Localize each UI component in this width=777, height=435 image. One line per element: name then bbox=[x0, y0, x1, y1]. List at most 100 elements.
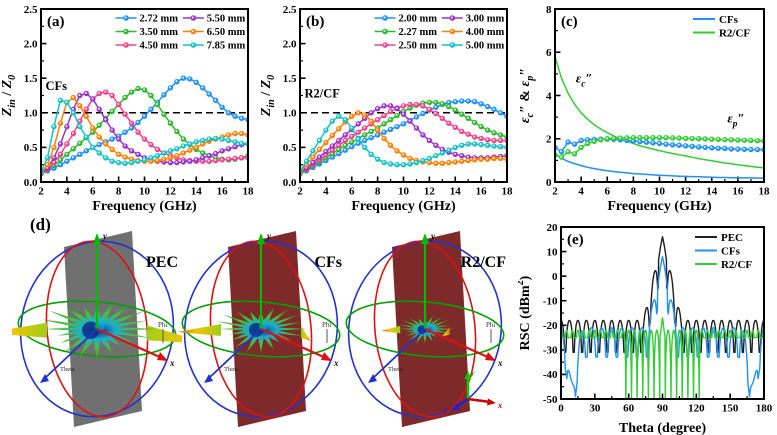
scene-svg-2: y x Phi Theta R2/CF y x z bbox=[345, 231, 507, 427]
x-tick-label: 10 bbox=[139, 186, 151, 198]
marker-gloss bbox=[162, 157, 165, 160]
marker-gloss bbox=[227, 133, 230, 136]
marker-gloss bbox=[389, 109, 392, 113]
marker-gloss bbox=[369, 129, 372, 133]
marker-gloss bbox=[97, 143, 100, 146]
marker-gloss bbox=[149, 93, 152, 97]
marker-gloss bbox=[402, 163, 405, 166]
legend-label: 7.85 mm bbox=[207, 41, 246, 52]
marker-gloss bbox=[104, 90, 107, 93]
marker-gloss bbox=[363, 138, 366, 142]
y-axis-arrowhead bbox=[421, 233, 429, 244]
y-axis-arrowhead bbox=[93, 233, 101, 244]
marker-gloss bbox=[240, 131, 243, 135]
triad-z-label: z bbox=[443, 405, 448, 415]
marker-gloss bbox=[376, 128, 379, 131]
y-axis-label: Zin / Z0 bbox=[259, 75, 277, 117]
marker-gloss bbox=[130, 161, 133, 164]
marker-gloss bbox=[130, 157, 133, 160]
marker-gloss bbox=[227, 147, 230, 150]
marker-gloss bbox=[71, 147, 75, 150]
marker-gloss bbox=[499, 145, 502, 148]
marker-gloss bbox=[651, 136, 654, 139]
x-tick-label: 60 bbox=[623, 403, 635, 415]
marker-gloss bbox=[168, 161, 172, 164]
marker-gloss bbox=[343, 143, 346, 146]
marker-gloss bbox=[207, 159, 210, 162]
marker-gloss bbox=[408, 102, 411, 106]
marker-gloss bbox=[697, 137, 700, 140]
marker-gloss bbox=[644, 136, 648, 139]
theta-axis-arrowhead bbox=[40, 374, 49, 383]
y-axis-label: εc″ & εp″ bbox=[518, 68, 536, 123]
legend-label: 4.50 mm bbox=[140, 41, 179, 52]
marker-gloss bbox=[91, 97, 94, 100]
legend-label: 2.50 mm bbox=[399, 41, 438, 52]
x-tick-label: 10 bbox=[654, 186, 666, 198]
mini-triad: y x z bbox=[443, 367, 503, 415]
marker-gloss bbox=[91, 145, 94, 148]
legend-marker-gloss bbox=[191, 16, 194, 19]
marker-gloss bbox=[710, 146, 713, 149]
marker-gloss bbox=[421, 101, 424, 104]
side-lobe-left bbox=[177, 324, 221, 336]
marker-gloss bbox=[71, 95, 75, 99]
marker-gloss bbox=[479, 102, 482, 105]
marker-gloss bbox=[175, 161, 178, 164]
panel-d-label: (d) bbox=[30, 215, 51, 234]
marker-gloss bbox=[486, 104, 489, 108]
marker-gloss bbox=[421, 133, 424, 136]
marker-gloss bbox=[97, 151, 100, 154]
marker-gloss bbox=[304, 159, 308, 162]
marker-gloss bbox=[155, 147, 159, 151]
panel-b-svg: 2 4 6 8 10 12 14 16 18 0.0 0.5 1.0 1.5 2.0 2.5 (b) Frequ… bbox=[259, 4, 513, 214]
theta-circle bbox=[183, 240, 339, 418]
marker-gloss bbox=[58, 152, 62, 155]
marker-gloss bbox=[194, 80, 197, 83]
panel-letter: (e) bbox=[567, 232, 584, 248]
marker-gloss bbox=[201, 138, 204, 142]
marker-gloss bbox=[723, 146, 726, 150]
marker-gloss bbox=[188, 77, 191, 80]
panel-a-svg: 2 4 6 8 10 12 14 16 18 0.0 0.5 1.0 1.5 2.0 2.5 (a) Frequ… bbox=[0, 4, 254, 214]
panel-d-radiation-patterns: (d) y x Phi Theta PEC y x Phi Theta CFs y x Phi The… bbox=[0, 213, 518, 435]
marker-gloss bbox=[651, 141, 654, 144]
y-axis-label: y bbox=[102, 231, 108, 241]
marker-gloss bbox=[175, 147, 178, 150]
marker-gloss bbox=[716, 137, 719, 140]
y-tick-label: 1.5 bbox=[24, 73, 38, 85]
marker-gloss bbox=[434, 161, 437, 164]
legend-marker-gloss bbox=[383, 43, 386, 46]
panel-e-svg: 0 30 60 90 120 150 180 20 10 0 -10 -20 -30 -40 -50 (e) T… bbox=[515, 222, 773, 435]
side-lobe-left bbox=[0, 322, 47, 338]
legend-marker-gloss bbox=[124, 29, 127, 33]
marker-gloss bbox=[671, 136, 674, 139]
marker-gloss bbox=[65, 125, 68, 128]
marker-gloss bbox=[479, 143, 482, 146]
x-tick-label: 8 bbox=[116, 186, 122, 198]
marker-gloss bbox=[684, 136, 687, 139]
marker-gloss bbox=[402, 104, 405, 107]
marker-gloss bbox=[486, 143, 489, 146]
x-axis-label: x bbox=[497, 358, 503, 368]
x-axis-label: Theta (degree) bbox=[619, 421, 707, 435]
marker-gloss bbox=[181, 76, 185, 79]
marker-gloss bbox=[395, 149, 398, 152]
marker-gloss bbox=[677, 143, 680, 146]
marker-gloss bbox=[389, 143, 392, 146]
marker-gloss bbox=[586, 141, 589, 145]
x-tick-label: 0 bbox=[558, 403, 564, 415]
series-group bbox=[41, 75, 248, 177]
side-lobe-right bbox=[301, 326, 311, 341]
x-tick-label: 12 bbox=[165, 186, 177, 198]
marker-gloss bbox=[155, 154, 159, 157]
marker-gloss bbox=[78, 125, 81, 128]
marker-gloss bbox=[369, 111, 372, 114]
scene-title: R2/CF bbox=[461, 254, 507, 271]
marker-gloss bbox=[78, 152, 81, 155]
marker-gloss bbox=[434, 105, 437, 108]
x-tick-label: 180 bbox=[756, 403, 773, 415]
triad-y-arrowhead bbox=[464, 371, 472, 379]
x-tick-label: 10 bbox=[398, 186, 410, 198]
radiation-scene-pec: y x Phi Theta PEC bbox=[0, 223, 210, 435]
